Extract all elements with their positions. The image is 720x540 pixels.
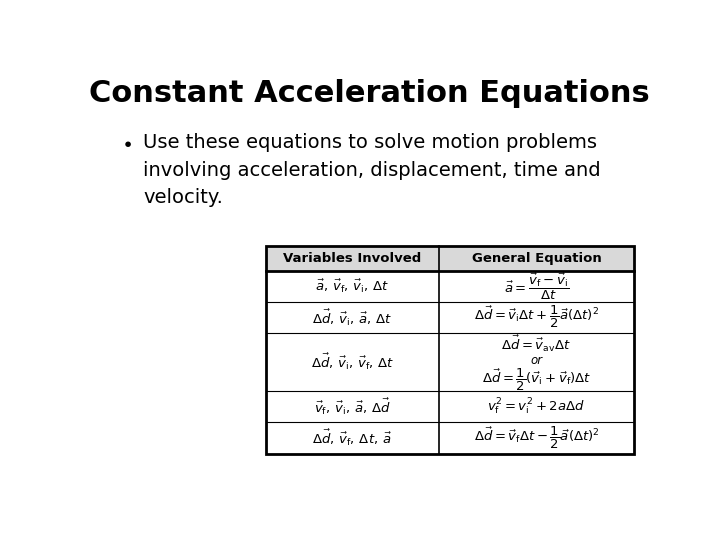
Text: Variables Involved: Variables Involved bbox=[283, 252, 421, 265]
Text: Use these equations to solve motion problems
involving acceleration, displacemen: Use these equations to solve motion prob… bbox=[143, 133, 600, 207]
Text: $\Delta\vec{d} = \vec{v}_{\mathrm{i}}\Delta t + \dfrac{1}{2}\vec{a}(\Delta t)^{2: $\Delta\vec{d} = \vec{v}_{\mathrm{i}}\De… bbox=[474, 305, 599, 330]
Text: $\Delta\vec{d} = \vec{v}_{\mathrm{f}}\Delta t - \dfrac{1}{2}\vec{a}(\Delta t)^{2: $\Delta\vec{d} = \vec{v}_{\mathrm{f}}\De… bbox=[474, 425, 599, 451]
Text: $\bullet$: $\bullet$ bbox=[121, 133, 132, 152]
Text: $\vec{a} = \dfrac{\vec{v}_{\mathrm{f}} - \vec{v}_{\mathrm{i}}}{\Delta t}$: $\vec{a} = \dfrac{\vec{v}_{\mathrm{f}} -… bbox=[504, 271, 569, 301]
Text: $v_{\mathrm{f}}^{2} = v_{\mathrm{i}}^{2} + 2a\Delta d$: $v_{\mathrm{f}}^{2} = v_{\mathrm{i}}^{2}… bbox=[487, 396, 585, 417]
Text: General Equation: General Equation bbox=[472, 252, 601, 265]
Text: $\Delta\vec{d} = \vec{v}_{\mathrm{av}}\Delta t$: $\Delta\vec{d} = \vec{v}_{\mathrm{av}}\D… bbox=[501, 334, 572, 354]
Bar bbox=[266, 246, 634, 271]
Text: $\Delta\vec{d},\, \vec{v}_{\mathrm{f}},\, \Delta t,\, \vec{a}$: $\Delta\vec{d},\, \vec{v}_{\mathrm{f}},\… bbox=[312, 428, 392, 448]
Text: or: or bbox=[531, 354, 542, 367]
Bar bbox=[266, 246, 634, 454]
Text: $\Delta\vec{d},\, \vec{v}_{\mathrm{i}},\, \vec{v}_{\mathrm{f}},\, \Delta t$: $\Delta\vec{d},\, \vec{v}_{\mathrm{i}},\… bbox=[310, 352, 394, 372]
Text: Constant Acceleration Equations: Constant Acceleration Equations bbox=[89, 79, 649, 109]
Text: $\Delta\vec{d} = \dfrac{1}{2}(\vec{v}_{\mathrm{i}} + \vec{v}_{\mathrm{f}})\Delta: $\Delta\vec{d} = \dfrac{1}{2}(\vec{v}_{\… bbox=[482, 367, 591, 393]
Text: $\Delta\vec{d},\, \vec{v}_{\mathrm{i}},\, \vec{a},\, \Delta t$: $\Delta\vec{d},\, \vec{v}_{\mathrm{i}},\… bbox=[312, 307, 392, 328]
Text: $\vec{a},\, \vec{v}_{\mathrm{f}},\, \vec{v}_{\mathrm{i}},\, \Delta t$: $\vec{a},\, \vec{v}_{\mathrm{f}},\, \vec… bbox=[315, 278, 390, 295]
Text: $\vec{v}_{\mathrm{f}},\, \vec{v}_{\mathrm{i}},\, \vec{a},\, \Delta\vec{d}$: $\vec{v}_{\mathrm{f}},\, \vec{v}_{\mathr… bbox=[314, 396, 391, 417]
Bar bbox=[266, 246, 634, 454]
